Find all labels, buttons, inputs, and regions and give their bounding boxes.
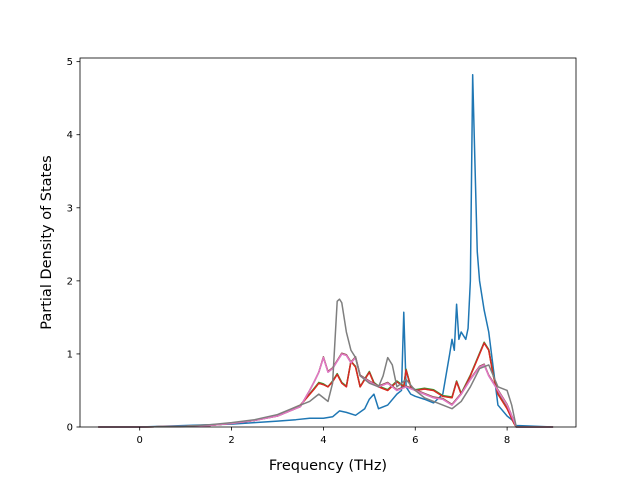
y-tick-label: 1 bbox=[67, 349, 73, 360]
pdos-series-line-8 bbox=[98, 298, 554, 428]
y-tick-label: 2 bbox=[67, 276, 73, 287]
x-tick-label: 2 bbox=[228, 435, 234, 446]
plot-frame bbox=[79, 57, 577, 428]
x-tick-label: 0 bbox=[137, 435, 143, 446]
x-tick-label: 8 bbox=[504, 435, 510, 446]
x-tick-label: 4 bbox=[320, 435, 326, 446]
pdos-series-line-1 bbox=[98, 74, 554, 428]
y-axis-ticks: 0 1 2 3 4 5 bbox=[67, 57, 80, 434]
y-tick-label: 5 bbox=[67, 57, 73, 68]
y-tick-label: 3 bbox=[67, 203, 73, 214]
y-tick-label: 4 bbox=[67, 130, 73, 141]
series-layer bbox=[98, 74, 554, 428]
x-axis-label: Frequency (THz) bbox=[269, 458, 387, 474]
x-axis-ticks: 0 2 4 6 8 bbox=[137, 427, 510, 446]
y-axis-label: Partial Density of States bbox=[39, 155, 55, 329]
y-tick-label: 0 bbox=[67, 423, 73, 434]
x-tick-label: 6 bbox=[412, 435, 418, 446]
